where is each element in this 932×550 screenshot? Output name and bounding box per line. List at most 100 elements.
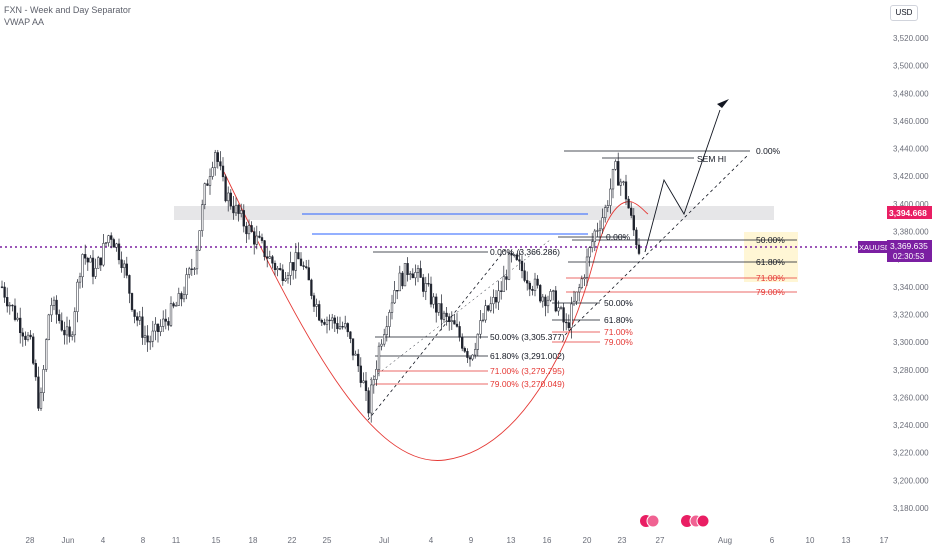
candle-body: [143, 335, 147, 338]
candle-body: [513, 254, 516, 256]
x-tick-label: 22: [288, 536, 297, 545]
candle-body: [164, 318, 167, 322]
candle-body: [331, 317, 334, 321]
candles-group: [0, 149, 641, 423]
candle-body: [162, 318, 165, 327]
candle-body: [409, 273, 412, 275]
candle-body: [372, 379, 375, 386]
candle-body: [554, 290, 557, 312]
x-tick-label: 8: [141, 536, 146, 545]
currency-button[interactable]: USD: [890, 5, 918, 21]
candle-body: [94, 267, 97, 277]
candle-body: [541, 296, 544, 302]
candle-body: [159, 326, 162, 333]
candle-body: [609, 188, 612, 206]
fib-mid-618: 61.80%: [604, 315, 633, 325]
candle-body: [268, 256, 271, 259]
candle-body: [292, 262, 295, 271]
candle-body: [414, 272, 417, 279]
candle-body: [156, 323, 160, 333]
fib-low-0: 0.00% (3,366.286): [490, 247, 560, 257]
x-tick-label: 20: [583, 536, 592, 545]
candle-body: [500, 290, 503, 292]
x-tick-label: 13: [842, 536, 851, 545]
candle-body: [253, 231, 256, 245]
candle-body: [567, 322, 570, 329]
price-axis[interactable]: 3,520.000 3,500.000 3,480.000 3,460.000 3,44…: [893, 34, 929, 513]
candle-body: [60, 320, 63, 331]
candle-body: [533, 278, 537, 291]
candle-body: [58, 314, 61, 321]
candle-body: [536, 278, 539, 286]
candle-body: [637, 244, 641, 254]
candle-body: [601, 217, 604, 230]
candle-body: [585, 256, 589, 278]
y-tick-label: 3,320.000: [893, 310, 929, 319]
candle-body: [237, 204, 240, 214]
y-tick-label: 3,220.000: [893, 449, 929, 458]
time-axis[interactable]: 28 Jun 4 8 11 15 18 22 25 Jul 4 9 13 16 20 23 27 Aug 6 10 13…: [26, 536, 889, 545]
candle-body: [255, 235, 258, 245]
candle-body: [185, 274, 188, 296]
candle-body: [515, 254, 518, 260]
candle-body: [448, 316, 451, 323]
candle-body: [341, 326, 344, 328]
candle-body: [531, 289, 534, 291]
candle-body: [133, 309, 136, 317]
event-flag-icon[interactable]: [681, 515, 693, 527]
y-tick-label: 3,480.000: [893, 89, 929, 98]
candle-body: [364, 380, 368, 391]
candle-body: [138, 316, 141, 321]
candle-body: [310, 279, 313, 296]
candle-body: [263, 240, 266, 257]
x-tick-label: 16: [543, 536, 552, 545]
candle-body: [279, 268, 282, 270]
candle-body: [149, 340, 152, 343]
candle-body: [45, 339, 48, 370]
candle-body: [435, 296, 438, 313]
candle-body: [463, 348, 466, 352]
y-tick-label: 3,260.000: [893, 393, 929, 402]
candle-body: [136, 316, 139, 321]
candle-body: [622, 181, 625, 183]
fib-low-79: 79.00% (3,270.049): [490, 379, 565, 389]
candle-body: [375, 368, 378, 380]
candle-body: [450, 320, 453, 323]
x-tick-label: 6: [770, 536, 775, 545]
event-icons[interactable]: [640, 514, 710, 528]
event-flag-icon[interactable]: [646, 514, 660, 528]
candle-body: [190, 268, 193, 270]
y-tick-label: 3,200.000: [893, 476, 929, 485]
legend-line-1: FXN - Week and Day Separator: [4, 5, 131, 15]
projection-arrow: [717, 99, 729, 108]
candle-body: [388, 312, 391, 327]
candle-body: [557, 307, 560, 312]
candle-body: [6, 297, 9, 307]
fib-low-71: 71.00% (3,279.795): [490, 366, 565, 376]
candle-body: [286, 275, 290, 280]
candle-body: [130, 293, 134, 311]
trend-dashed-2: [564, 154, 749, 336]
candle-body: [619, 181, 622, 186]
candle-body: [552, 290, 555, 292]
candle-body: [120, 259, 123, 269]
candle-body: [271, 256, 274, 264]
candle-body: [546, 299, 550, 307]
candle-body: [494, 297, 498, 303]
candle-body: [328, 319, 331, 322]
candle-body: [510, 253, 513, 256]
candle-body: [266, 256, 269, 259]
candle-body: [562, 307, 565, 323]
candle-body: [523, 270, 526, 281]
candle-body: [580, 278, 583, 288]
fib-top-71: 71.00%: [756, 273, 785, 283]
y-tick-label: 3,240.000: [893, 421, 929, 430]
candle-body: [502, 276, 505, 292]
x-tick-label: 27: [656, 536, 665, 545]
countdown-tag: 02:30:53: [893, 252, 925, 261]
y-tick-label: 3,440.000: [893, 145, 929, 154]
candle-body: [518, 259, 521, 262]
event-flag-icon[interactable]: [696, 514, 710, 528]
candle-body: [377, 345, 381, 370]
